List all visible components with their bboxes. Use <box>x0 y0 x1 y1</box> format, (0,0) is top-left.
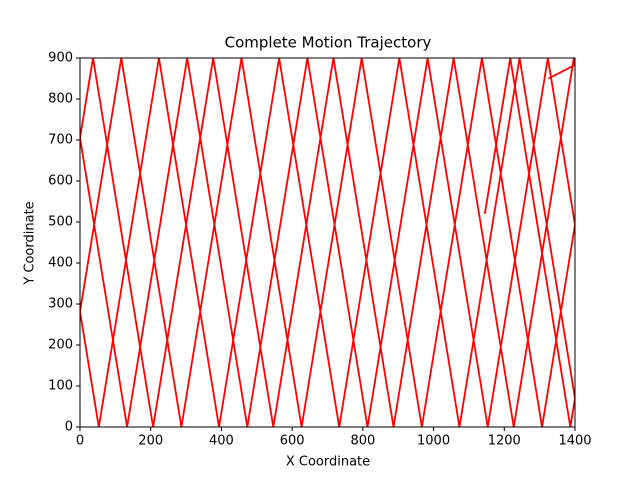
y-tick-label: 900 <box>48 51 73 66</box>
y-tick-label: 0 <box>65 420 73 435</box>
x-tick-label: 0 <box>76 434 84 449</box>
x-tick-label: 800 <box>350 434 375 449</box>
y-axis-label: Y Coordinate <box>23 201 38 285</box>
chart-title: Complete Motion Trajectory <box>225 34 432 52</box>
x-tick-label: 200 <box>138 434 163 449</box>
y-tick-label: 400 <box>48 256 73 271</box>
x-tick-label: 600 <box>280 434 305 449</box>
x-tick-label: 1000 <box>417 434 450 449</box>
y-tick-label: 500 <box>48 215 73 230</box>
y-tick-label: 300 <box>48 297 73 312</box>
x-tick-label: 1400 <box>558 434 591 449</box>
x-axis-label: X Coordinate <box>286 455 370 470</box>
trajectory-line <box>80 58 575 427</box>
plot-frame <box>79 57 576 428</box>
y-tick-label: 600 <box>48 174 73 189</box>
y-tick-label: 700 <box>48 133 73 148</box>
y-tick-label: 100 <box>48 379 73 394</box>
y-tick-label: 800 <box>48 92 73 107</box>
x-tick-label: 1200 <box>488 434 521 449</box>
x-tick-label: 400 <box>209 434 234 449</box>
y-tick-label: 200 <box>48 338 73 353</box>
